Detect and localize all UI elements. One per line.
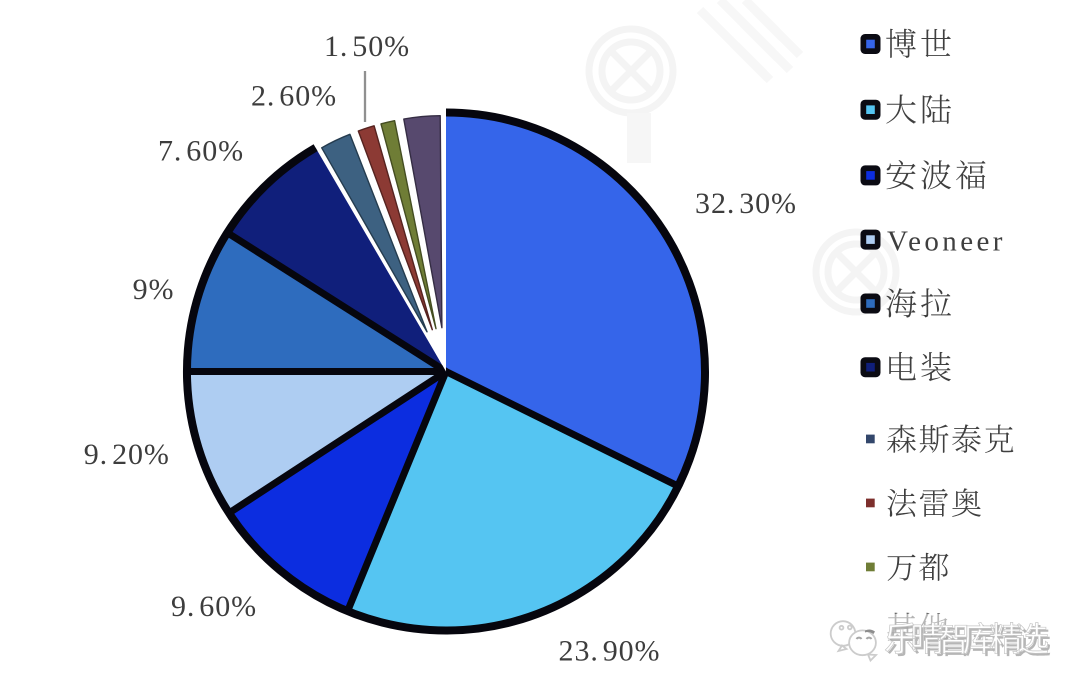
svg-text:2.60%: 2. 60% — [251, 80, 337, 113]
svg-text:7.60%: 7. 60% — [158, 135, 244, 168]
svg-text:Veoneer: Veoneer — [887, 226, 1006, 258]
svg-text:9.60%: 9. 60% — [171, 590, 257, 623]
svg-text:9.20%: 9. 20% — [84, 438, 170, 471]
svg-text:1.50%: 1. 50% — [324, 30, 410, 63]
svg-text:9%: 9% — [133, 273, 175, 306]
svg-text:32.30%: 32. 30% — [695, 187, 797, 220]
svg-text:23.90%: 23. 90% — [559, 635, 661, 668]
